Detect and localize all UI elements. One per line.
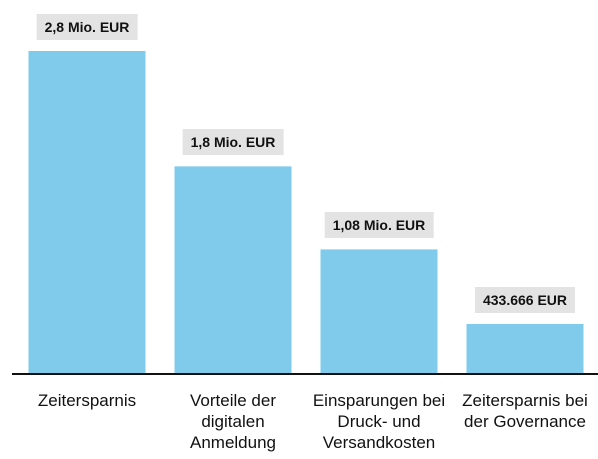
value-label: 433.666 EUR [474,286,576,313]
value-label: 1,08 Mio. EUR [324,212,434,239]
value-label: 1,8 Mio. EUR [182,129,284,156]
value-label: 2,8 Mio. EUR [36,14,138,40]
x-tick-label: Einsparungen bei Druck- und Versandkoste… [312,391,446,452]
bar [320,249,438,374]
bar [28,51,146,374]
bar [466,323,584,374]
x-tick-label: Vorteile der digitalen Anmeldung [189,391,276,452]
x-tick-label: Zeitersparnis bei der Governance [462,391,588,431]
bar [174,166,292,374]
x-tick-label: Zeitersparnis [37,391,137,410]
